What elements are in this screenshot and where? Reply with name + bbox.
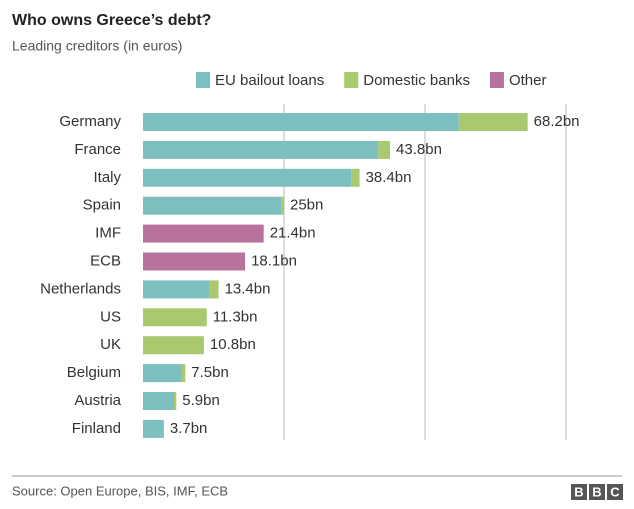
bar-segment [143,364,182,383]
bar-segment [143,392,175,410]
bar-segment [143,308,207,327]
bar-segment [143,140,379,159]
bar-segment [143,113,459,131]
bar-segment [174,392,177,410]
logo-box [589,484,605,500]
bar-segment [281,196,284,215]
y-tick-label: Finland [72,420,121,437]
y-tick-label: Italy [93,169,121,186]
value-label: 18.1bn [251,252,297,269]
value-label: 10.8bn [210,336,256,353]
bar-segment [143,280,209,299]
value-label: 68.2bn [534,113,580,130]
logo-box [571,484,587,500]
bar-segment [143,252,246,271]
legend-label: Other [509,72,547,89]
legend-label: EU bailout loans [215,72,324,89]
bar-segment [143,168,352,187]
value-label: 13.4bn [225,280,271,297]
value-label: 7.5bn [191,364,229,381]
legend-swatch [344,72,359,88]
y-tick-label: Austria [74,392,121,409]
bar-segment [208,280,219,299]
value-label: 3.7bn [170,420,208,437]
y-tick-label: France [74,141,121,158]
logo-letter: B [574,484,583,499]
value-label: 5.9bn [182,392,220,409]
logo-letter: B [592,484,601,499]
chart-subtitle: Leading creditors (in euros) [12,38,182,54]
logo-box [607,484,623,500]
y-tick-label: IMF [95,225,121,242]
legend-swatch [489,72,504,88]
y-tick-label: Spain [83,197,121,214]
legend-swatch [196,72,210,88]
bar-segment [458,113,528,131]
logo-letter: C [610,484,620,499]
y-tick-label: US [100,308,121,325]
value-label: 38.4bn [366,169,412,186]
y-tick-label: UK [100,336,121,353]
y-tick-label: ECB [90,252,121,269]
value-label: 11.3bn [213,308,258,325]
bar-segment [378,140,391,159]
bar-segment [351,168,360,187]
bar-segment [143,224,264,243]
source: Source: Open Europe, BIS, IMF, ECB [12,483,228,498]
value-label: 43.8bn [396,141,442,158]
y-tick-label: Belgium [67,364,121,381]
bar-segment [143,419,164,438]
chart-title: Who owns Greece’s debt? [12,12,211,29]
y-tick-label: Germany [59,113,121,130]
value-label: 25bn [290,197,323,214]
legend-label: Domestic banks [363,72,470,89]
bar-segment [181,364,186,383]
y-tick-label: Netherlands [40,280,121,297]
bar-segment [143,336,204,355]
bar-segment [143,196,282,215]
value-label: 21.4bn [270,225,316,242]
